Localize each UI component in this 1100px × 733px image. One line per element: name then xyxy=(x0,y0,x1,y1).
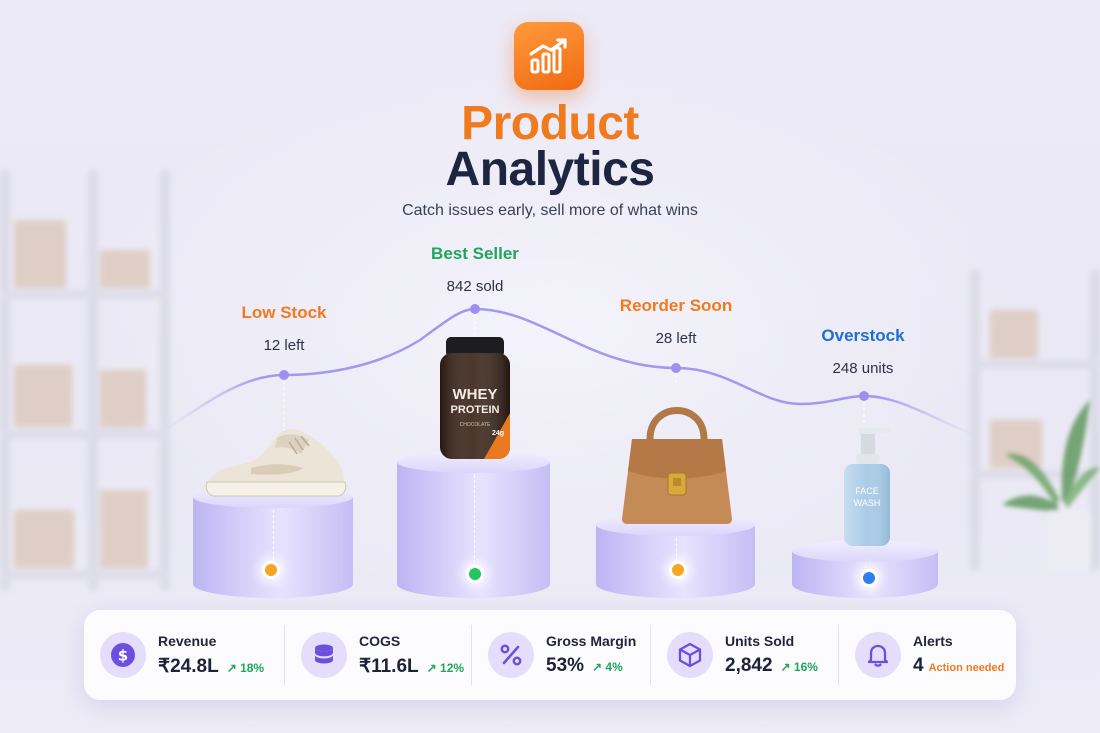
stat-units-sold: Units Sold 2,842 ↗ 16% xyxy=(650,625,838,685)
trend-point-best-seller xyxy=(470,304,480,314)
jar-label-badge: 24g xyxy=(492,430,504,437)
sneaker-image xyxy=(205,429,347,497)
value-overstock: 248 units xyxy=(832,360,894,377)
pedestal-reorder-soon xyxy=(596,514,755,598)
status-dot-low-stock xyxy=(262,561,280,579)
stat-units-sold-value: 2,842 xyxy=(725,655,773,676)
value-best-seller: 842 sold xyxy=(446,278,504,295)
stat-units-sold-label: Units Sold xyxy=(725,633,795,649)
status-reorder-soon: Reorder Soon xyxy=(619,296,733,315)
value-reorder-soon: 28 left xyxy=(655,330,697,347)
product-label-low-stock: Low Stock 12 left xyxy=(194,303,374,354)
stat-gross-margin-label: Gross Margin xyxy=(546,633,637,649)
value-low-stock: 12 left xyxy=(263,337,305,354)
stat-revenue-delta: ↗ 18% xyxy=(226,660,265,675)
stat-cogs-value: ₹11.6L xyxy=(359,655,419,677)
face-wash-bottle-image: FACE WASH xyxy=(844,428,890,546)
dollar-icon: $ xyxy=(100,632,146,678)
product-label-reorder-soon: Reorder Soon 28 left xyxy=(586,296,766,347)
bottle-label-line2: WASH xyxy=(854,498,881,508)
bottle-label-line1: FACE xyxy=(855,486,879,496)
page-title-line1: Product xyxy=(461,97,639,150)
status-low-stock: Low Stock xyxy=(241,303,327,322)
trend-point-overstock xyxy=(859,391,869,401)
product-label-best-seller: Best Seller 842 sold xyxy=(385,244,565,295)
jar-label-flavor: CHOCOLATE xyxy=(460,422,491,428)
trend-point-reorder-soon xyxy=(671,363,681,373)
status-dot-best-seller xyxy=(466,565,484,583)
stat-alerts[interactable]: Alerts 4 Action needed xyxy=(838,625,1016,685)
coins-icon xyxy=(301,632,347,678)
status-dot-reorder-soon xyxy=(669,561,687,579)
background-plant xyxy=(1002,400,1100,570)
protein-jar-image: WHEY PROTEIN CHOCOLATE 24g xyxy=(440,337,510,459)
handbag-image xyxy=(622,407,732,524)
analytics-logo xyxy=(514,22,584,90)
stat-alerts-value: 4 xyxy=(913,655,924,676)
stat-gross-margin-value: 53% xyxy=(546,655,585,676)
percent-icon xyxy=(488,632,534,678)
stats-bar: $ Revenue ₹24.8L ↗ 18% COGS ₹11.6L ↗ 12% G… xyxy=(84,610,1016,700)
jar-label-line1: WHEY xyxy=(453,386,498,403)
pedestal-low-stock xyxy=(193,486,353,598)
jar-label-line2: PROTEIN xyxy=(451,404,500,416)
stat-revenue-value: ₹24.8L xyxy=(158,655,219,677)
stat-gross-margin: Gross Margin 53% ↗ 4% xyxy=(471,625,650,685)
stat-cogs: COGS ₹11.6L ↗ 12% xyxy=(284,625,471,685)
stat-revenue-label: Revenue xyxy=(158,632,217,649)
page-title-line2: Analytics xyxy=(445,143,655,196)
stat-cogs-delta: ↗ 12% xyxy=(426,660,465,675)
background-shelf-left xyxy=(0,170,170,590)
stat-gross-margin-delta: ↗ 4% xyxy=(592,660,623,674)
stat-cogs-label: COGS xyxy=(359,632,401,649)
stat-alerts-label: Alerts xyxy=(913,633,953,649)
status-overstock: Overstock xyxy=(821,326,905,345)
product-label-overstock: Overstock 248 units xyxy=(773,326,953,377)
stat-revenue: $ Revenue ₹24.8L ↗ 18% xyxy=(84,625,284,685)
stat-alerts-note: Action needed xyxy=(928,662,1005,674)
chart-trend-icon xyxy=(529,38,567,74)
stat-units-sold-delta: ↗ 16% xyxy=(780,660,818,674)
page-subtitle: Catch issues early, sell more of what wi… xyxy=(402,202,698,219)
status-dot-overstock xyxy=(860,569,878,587)
status-best-seller: Best Seller xyxy=(431,244,519,263)
box-icon xyxy=(667,632,713,678)
bell-icon xyxy=(855,632,901,678)
svg-text:$: $ xyxy=(118,647,128,665)
trend-point-low-stock xyxy=(279,370,289,380)
